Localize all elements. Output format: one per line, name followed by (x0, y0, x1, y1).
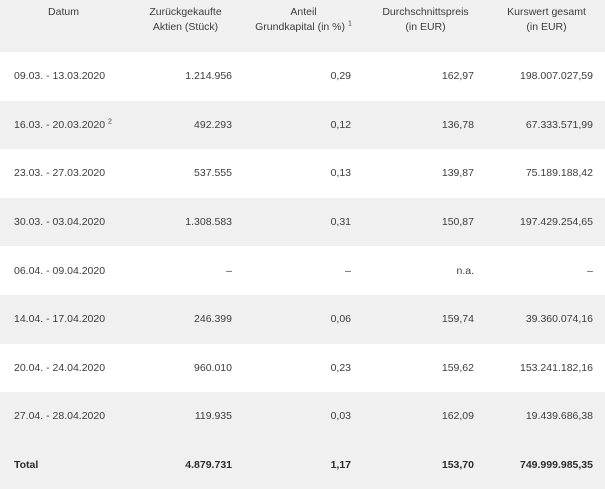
table-row: 20.04. - 24.04.2020 960.010 0,23 159,62 … (0, 343, 605, 393)
total-share-capital: 1,17 (330, 459, 351, 472)
cell-total-value: 67.333.571,99 (525, 118, 593, 131)
cell-avg-price: 159,74 (441, 313, 474, 326)
cell-date: 14.04. - 17.04.2020 (14, 313, 106, 326)
cell-total-value: 197.429.254,65 (520, 216, 593, 229)
cell-shares: – (226, 264, 232, 277)
cell-share-capital: 0,13 (330, 167, 351, 180)
cell-total-value: 19.439.686,38 (525, 410, 593, 423)
header-share-capital: Anteil Grundkapital (in %) 1 (255, 6, 352, 33)
table-row: 23.03. - 27.03.2020 537.555 0,13 139,87 … (0, 149, 605, 198)
header-row: Datum Zurückgekaufte Aktien (Stück) Antei… (0, 0, 605, 52)
cell-share-capital: 0,23 (330, 361, 351, 374)
cell-avg-price: 136,78 (441, 118, 474, 131)
cell-date: 20.04. - 24.04.2020 (14, 361, 106, 374)
cell-date: 23.03. - 27.03.2020 (14, 167, 106, 180)
cell-avg-price: 162,09 (441, 410, 474, 423)
header-total-value: Kurswert gesamt (in EUR) (507, 6, 586, 33)
cell-total-value: 198.007.027,59 (520, 70, 593, 83)
cell-total-value: 75.189.188,42 (525, 167, 593, 180)
table-row: 06.04. - 09.04.2020 – – n.a. – (0, 246, 605, 295)
cell-date: 30.03. - 03.04.2020 (14, 216, 106, 229)
cell-shares: 537.555 (194, 167, 232, 180)
cell-share-capital: 0,06 (330, 313, 351, 326)
cell-share-capital: – (345, 264, 351, 277)
cell-share-capital: 0,29 (330, 70, 351, 83)
header-avg-price: Durchschnittspreis (in EUR) (382, 6, 469, 33)
footnote-marker: 1 (347, 20, 352, 28)
table-row: 09.03. - 13.03.2020 1.214.956 0,29 162,9… (0, 52, 605, 101)
cell-total-value: 39.360.074,16 (525, 313, 593, 326)
cell-avg-price: 150,87 (441, 216, 474, 229)
cell-avg-price: 162,97 (441, 70, 474, 83)
cell-date: 16.03. - 20.03.2020 2 (14, 118, 112, 131)
cell-shares: 960.010 (194, 361, 232, 374)
cell-date: 06.04. - 09.04.2020 (14, 264, 106, 277)
footnote-marker: 2 (108, 118, 112, 126)
table-row: 30.03. - 03.04.2020 1.308.583 0,31 150,8… (0, 197, 605, 247)
total-shares: 4.879.731 (185, 459, 232, 472)
cell-date: 09.03. - 13.03.2020 (14, 70, 106, 83)
total-value: 749.999.985,35 (520, 459, 593, 472)
cell-shares: 1.214.956 (185, 70, 232, 83)
header-date: Datum (48, 6, 79, 18)
total-avg-price: 153,70 (441, 459, 474, 472)
cell-share-capital: 0,03 (330, 410, 351, 423)
cell-avg-price: n.a. (456, 264, 474, 277)
cell-shares: 246.399 (194, 313, 232, 326)
cell-avg-price: 159,62 (441, 361, 474, 374)
cell-shares: 1.308.583 (185, 216, 232, 229)
cell-shares: 492.293 (194, 118, 232, 131)
cell-total-value: – (587, 264, 593, 277)
header-shares: Zurückgekaufte Aktien (Stück) (149, 6, 222, 33)
cell-avg-price: 139,87 (441, 167, 474, 180)
cell-share-capital: 0,31 (330, 216, 351, 229)
total-label: Total (14, 459, 39, 472)
cell-shares: 119.935 (194, 410, 232, 423)
table-row: 14.04. - 17.04.2020 246.399 0,06 159,74 … (0, 294, 605, 344)
total-row: Total 4.879.731 1,17 153,70 749.999.985,… (0, 440, 605, 489)
table-row: 27.04. - 28.04.2020 119.935 0,03 162,09 … (0, 392, 605, 441)
table-row: 16.03. - 20.03.2020 2 492.293 0,12 136,7… (0, 100, 605, 150)
cell-date: 27.04. - 28.04.2020 (14, 410, 106, 423)
cell-total-value: 153.241.182,16 (520, 361, 593, 374)
cell-share-capital: 0,12 (330, 118, 351, 131)
